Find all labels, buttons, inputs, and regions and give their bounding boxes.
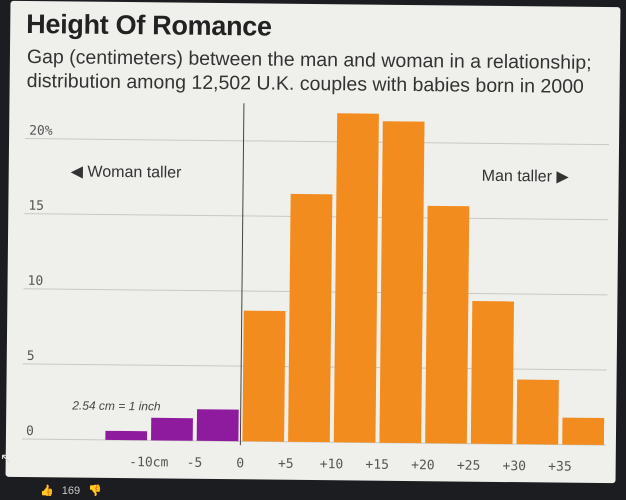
y-tick-label: 10 [27, 274, 43, 289]
x-tick-label: +25 [457, 459, 481, 474]
y-tick-label: 0 [26, 424, 34, 439]
histogram-bar-woman-1 [151, 417, 193, 441]
histogram-bar-woman-0 [105, 430, 148, 441]
thumbs-up-icon[interactable]: 👍 [40, 485, 54, 497]
histogram-bar-man-8 [470, 300, 515, 445]
y-axis-tick-labels: 0 5 10 15 20% [26, 124, 53, 440]
y-tick-label: 20% [29, 124, 53, 139]
histogram-bar-man-3 [242, 310, 286, 442]
x-tick-label: -10cm [129, 455, 168, 470]
histogram-bar-man-6 [379, 121, 425, 444]
x-tick-label: +10 [320, 457, 344, 472]
x-tick-label: -5 [187, 456, 203, 471]
histogram-bar-man-10 [562, 417, 605, 446]
chart-card: Height Of Romance Gap (centimeters) betw… [5, 0, 621, 484]
zero-divider-line [239, 103, 245, 446]
x-tick-label: 0 [236, 456, 244, 471]
histogram-bar-man-4 [288, 193, 333, 443]
footer-bar: 👍 169 👎 [40, 484, 110, 497]
gridline-y-20 [25, 138, 610, 146]
y-tick-label: 5 [27, 349, 35, 364]
histogram-bar-man-9 [516, 379, 559, 445]
thumbs-down-icon[interactable]: 👎 [88, 485, 102, 497]
histogram-bar-man-7 [425, 205, 470, 444]
histogram-chart: 0 5 10 15 20% -10cm -5 0 +5 +10 +15 +20 +25 +30 +35 ◀… [21, 103, 610, 475]
histogram-bars [105, 113, 605, 446]
man-taller-label: Man taller ▶ [482, 168, 570, 186]
like-count: 169 [61, 485, 81, 497]
x-axis-tick-labels: -10cm -5 0 +5 +10 +15 +20 +25 +30 +35 [129, 455, 572, 475]
x-tick-label: +5 [278, 457, 294, 472]
histogram-bar-woman-2 [196, 409, 239, 442]
unit-note: 2.54 cm = 1 inch [71, 398, 161, 413]
x-tick-label: +20 [411, 458, 435, 473]
histogram-bar-man-5 [333, 113, 379, 443]
woman-taller-label: ◀ Woman taller [71, 163, 183, 181]
mouse-cursor-icon: ↖ [0, 450, 12, 466]
x-tick-label: +15 [365, 458, 389, 473]
x-tick-label: +35 [548, 459, 572, 474]
y-tick-label: 15 [28, 199, 44, 214]
x-tick-label: +30 [502, 459, 526, 474]
